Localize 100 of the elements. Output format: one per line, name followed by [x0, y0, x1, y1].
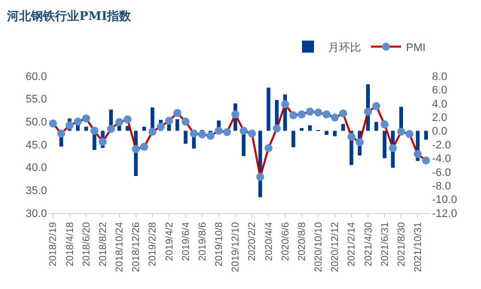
x-tick-label: 2019/10/8 [214, 222, 226, 266]
point [405, 130, 414, 138]
point [388, 144, 397, 152]
point [339, 109, 348, 118]
y-tick-label: 50.0 [26, 116, 47, 129]
point [156, 122, 165, 131]
bar [175, 119, 180, 131]
x-tick-label: 2018/12/26 [131, 222, 142, 272]
legend-label: 月环比 [328, 40, 361, 54]
x-tick-label: 2021/4/30 [363, 222, 374, 266]
x-tick-label: 2019/6/4 [180, 222, 192, 261]
x-tick-label: 2020/2/2 [247, 222, 258, 261]
x-tick-label: 2018/4/18 [64, 222, 76, 266]
x-tick-label: 2020/8/8 [296, 222, 308, 261]
point [66, 121, 74, 130]
bar [142, 126, 146, 131]
x-tick-label: 2020/12/12 [330, 222, 342, 272]
point [148, 128, 156, 136]
y-tick-label: 55.0 [26, 94, 47, 106]
point [206, 132, 214, 140]
bar [308, 125, 312, 131]
y2-tick-label: 4.0 [432, 98, 448, 110]
bar [374, 122, 378, 131]
point [57, 130, 66, 138]
y2-tick-label: -6.0 [432, 166, 451, 179]
bar [382, 130, 386, 158]
y2-tick-label: 2.0 [432, 112, 448, 124]
y-tick-label: 40.0 [26, 162, 47, 174]
point [248, 130, 256, 138]
point [124, 115, 132, 124]
x-tick-label: 2020/10/10 [314, 222, 325, 272]
point [347, 132, 356, 141]
bar [424, 130, 428, 140]
y2-tick-label: -4.0 [432, 153, 451, 166]
y2-tick-label: 8.0 [432, 70, 448, 83]
point [132, 145, 140, 154]
x-tick-label: 2019/12/10 [230, 222, 242, 272]
y-tick-label: 30.0 [26, 208, 47, 220]
x-tick-label: 2021/8/30 [396, 222, 408, 266]
point [173, 108, 182, 117]
x-tick-label: 2018/6/20 [81, 222, 92, 266]
x-tick-label: 2018/8/22 [98, 222, 109, 266]
point [90, 126, 98, 135]
x-tick-label: 2020/4/4 [264, 222, 275, 261]
point [74, 118, 82, 126]
point [322, 110, 331, 118]
y-tick-label: 35.0 [26, 185, 47, 198]
x-tick-label: 2018/2/19 [48, 222, 60, 266]
point [115, 118, 124, 126]
bar [292, 130, 296, 148]
bar [84, 126, 88, 131]
point [48, 119, 57, 128]
point [182, 118, 190, 126]
point [231, 110, 240, 118]
y2-tick-label: 6.0 [432, 84, 448, 97]
bar [341, 124, 345, 131]
point [223, 128, 232, 136]
point [356, 138, 364, 146]
point [140, 142, 148, 151]
point [214, 126, 223, 135]
point [314, 108, 322, 117]
point [306, 108, 314, 116]
point [82, 114, 90, 122]
y-tick-label: 60.0 [26, 70, 47, 83]
y-tick-label: 45.0 [26, 139, 47, 152]
point [364, 108, 372, 116]
y2-tick-label: -8.0 [432, 180, 451, 192]
y2-tick-label: 0.0 [432, 126, 448, 138]
y2-tick-label: -10.0 [432, 194, 458, 206]
point [414, 150, 422, 158]
point [281, 100, 290, 108]
x-tick-label: 2020/6/6 [280, 222, 292, 261]
bar [324, 130, 328, 135]
point [372, 102, 380, 110]
point [256, 172, 264, 181]
point [422, 156, 430, 164]
x-tick-label: 2021/6/31 [380, 222, 391, 266]
chart-title: 河北钢铁行业PMI指数 [6, 8, 132, 23]
y2-tick-label: -2.0 [432, 139, 451, 152]
point [298, 110, 306, 118]
point [289, 111, 298, 120]
point [397, 128, 406, 136]
point [330, 114, 339, 122]
x-tick-label: 2019/2/28 [148, 222, 159, 266]
point [107, 124, 115, 133]
legend-label: PMI [406, 42, 426, 54]
point [190, 130, 198, 138]
y2-tick-label: -12.0 [432, 208, 458, 220]
point [272, 124, 281, 133]
bar [332, 130, 337, 136]
x-tick-label: 2019/4/2 [164, 222, 176, 261]
point [165, 116, 174, 125]
point [380, 120, 389, 128]
point [240, 126, 248, 135]
x-tick-label: 2018/10/24 [114, 222, 126, 272]
x-tick-label: 2019/8/6 [197, 222, 208, 261]
bar [184, 130, 188, 144]
point [198, 130, 206, 138]
bar [266, 88, 270, 131]
x-tick-label: 2021/2/14 [346, 222, 358, 266]
